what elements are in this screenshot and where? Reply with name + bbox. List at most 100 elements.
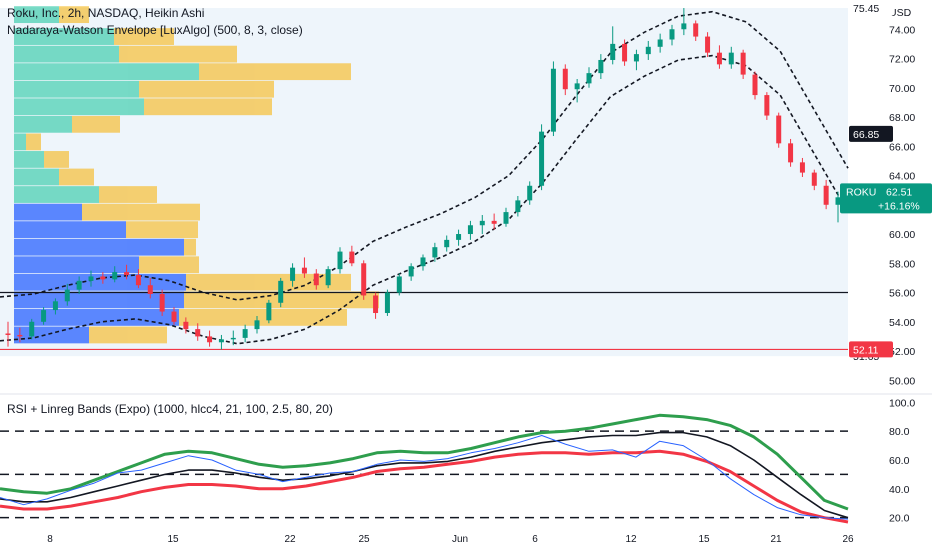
volume-down-bar — [126, 221, 198, 239]
candle — [550, 61, 556, 137]
volume-down-bar — [179, 309, 347, 326]
rsi-tick-label: 60.0 — [889, 455, 910, 467]
volume-up-bar — [14, 63, 199, 81]
candle — [52, 298, 58, 315]
candle-body — [147, 285, 153, 294]
chart-title[interactable]: Roku, Inc., 2h, NASDAQ, Heikin Ashi — [7, 6, 205, 20]
volume-profile-row — [14, 98, 272, 116]
volume-up-bar — [14, 221, 126, 239]
candle — [693, 20, 699, 41]
x-tick-label: 22 — [284, 534, 296, 545]
mid-tag-bg — [849, 125, 893, 142]
candle — [171, 307, 177, 325]
volume-profile-row — [14, 309, 347, 326]
volume-up-bar — [14, 98, 144, 116]
candle-body — [444, 239, 450, 248]
candle — [254, 315, 260, 334]
last-price-tag: ROKU 62.51 +16.16% — [840, 183, 932, 214]
candle-body — [230, 337, 236, 340]
x-tick-label: 15 — [167, 534, 179, 545]
candle-body — [5, 333, 11, 335]
candle-body — [610, 43, 616, 60]
candle-body — [349, 251, 355, 264]
candle-body — [420, 257, 426, 267]
candle — [147, 277, 153, 299]
high-tag-bg — [849, 0, 893, 17]
candle-body — [693, 23, 699, 37]
candle — [539, 124, 545, 191]
candle — [432, 242, 438, 262]
rsi-series-line — [0, 431, 849, 519]
candle — [313, 269, 319, 290]
x-tick-label: Jun — [452, 534, 468, 545]
candle — [64, 283, 70, 306]
candle — [88, 270, 94, 287]
candle — [467, 220, 473, 240]
candle-body — [242, 329, 248, 338]
mid-tag-value: 66.85 — [853, 129, 879, 141]
candle — [574, 78, 580, 103]
candle-body — [562, 68, 568, 90]
candle-body — [207, 336, 213, 343]
rsi-legend[interactable]: RSI + Linreg Bands (Expo) (1000, hlcc4, … — [7, 402, 333, 416]
volume-up-bar — [14, 80, 139, 98]
candle — [610, 26, 616, 65]
candle — [669, 24, 675, 46]
candle — [527, 181, 533, 205]
volume-down-bar — [89, 326, 167, 344]
candle-body — [752, 74, 758, 96]
candle-body — [764, 95, 770, 116]
volume-up-bar — [14, 186, 99, 203]
candle-body — [384, 292, 390, 314]
y-tick-label: 66.00 — [889, 141, 915, 153]
candle-body — [669, 29, 675, 40]
rsi-tick-label: 80.0 — [889, 426, 910, 438]
indicator-legend[interactable]: Nadaraya-Watson Envelope [LuxAlgo] (500,… — [7, 23, 303, 37]
volume-down-bar — [82, 203, 200, 221]
candle — [823, 179, 829, 210]
volume-down-bar — [99, 186, 157, 203]
candle-body — [112, 272, 118, 280]
last-price-bg — [840, 183, 932, 214]
candle — [76, 276, 82, 294]
candle-body — [788, 143, 794, 163]
x-tick-label: 15 — [698, 534, 710, 545]
candle-body — [705, 36, 711, 53]
candle — [290, 263, 296, 287]
candle — [266, 299, 272, 324]
candle — [218, 334, 224, 350]
candle-body — [467, 225, 473, 235]
volume-profile-row — [14, 186, 157, 203]
candle-body — [266, 302, 272, 321]
volume-profile-row — [14, 326, 167, 344]
volume-down-bar — [26, 133, 41, 151]
volume-up-bar — [14, 256, 139, 274]
y-tick-label: 60.00 — [889, 229, 915, 241]
candle-body — [373, 295, 379, 314]
volume-down-bar — [72, 115, 120, 133]
candle — [337, 247, 343, 274]
volume-up-bar — [14, 326, 89, 344]
currency-label: USD — [889, 7, 912, 19]
candle — [586, 67, 592, 88]
candle-body — [76, 280, 82, 290]
candle — [100, 272, 106, 284]
candle — [776, 112, 782, 148]
candle-body — [539, 131, 545, 186]
support-tag-value: 52.11 — [853, 344, 879, 356]
candle — [183, 317, 189, 334]
volume-profile-row — [14, 133, 41, 151]
candle — [764, 92, 770, 120]
candle — [657, 33, 663, 53]
candle-body — [835, 197, 841, 205]
volume-down-bar — [59, 168, 94, 186]
candle — [645, 40, 651, 60]
candle-body — [124, 272, 130, 275]
candle — [752, 71, 758, 100]
candle — [788, 138, 794, 167]
candle-body — [479, 220, 485, 226]
volume-up-bar — [14, 238, 184, 256]
candle-body — [218, 339, 224, 343]
y-tick-label: 52.00 — [889, 346, 915, 358]
